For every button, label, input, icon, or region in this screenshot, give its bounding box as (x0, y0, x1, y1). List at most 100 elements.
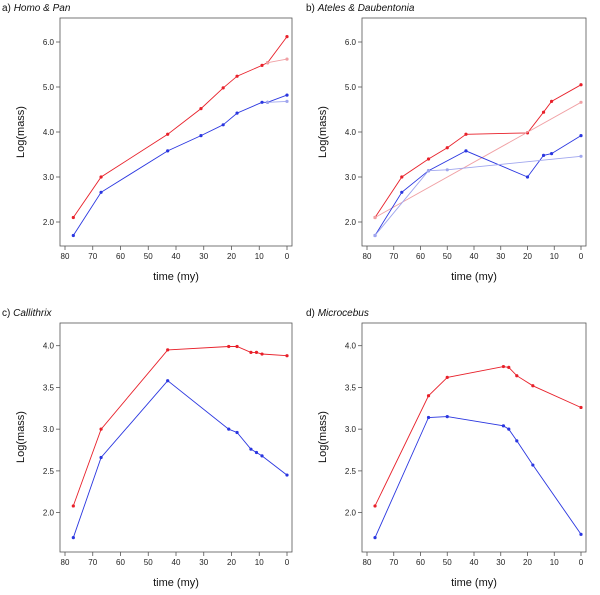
data-point (373, 504, 377, 508)
x-tick-label: 80 (363, 252, 372, 261)
y-axis-label: Log(mass) (317, 106, 329, 158)
data-point (285, 99, 289, 103)
x-tick-label: 40 (470, 558, 479, 567)
data-point (579, 134, 583, 138)
data-point (221, 86, 225, 90)
x-tick-label: 10 (255, 252, 264, 261)
series-line-lower (374, 135, 582, 236)
x-tick-label: 70 (88, 558, 97, 567)
data-point (285, 473, 289, 477)
panel-d-microcebus: d) Microcebus 80 70 60 50 40 30 20 10 0 2.0 2.5 3.0… (306, 308, 587, 589)
data-point (71, 504, 75, 508)
y-tick-label: 2.5 (43, 467, 55, 476)
x-tick-label: 20 (523, 558, 532, 567)
data-point (464, 149, 468, 153)
data-point (507, 427, 511, 431)
data-point (260, 352, 264, 356)
y-tick-label: 2.0 (43, 218, 55, 227)
x-tick-label: 60 (116, 252, 125, 261)
y-tick-label: 3.5 (43, 383, 55, 392)
x-tick-label: 60 (416, 558, 425, 567)
data-point (426, 394, 431, 398)
x-tick-label: 80 (363, 558, 372, 567)
data-point (71, 536, 75, 540)
data-point (507, 365, 511, 369)
data-point (221, 123, 225, 127)
y-tick-label: 5.0 (345, 83, 357, 92)
panel-title: d) Microcebus (306, 308, 369, 319)
data-point (227, 427, 231, 431)
data-point (285, 93, 289, 97)
y-tick-label: 4.0 (43, 128, 55, 137)
data-point (254, 350, 259, 354)
data-point (531, 463, 535, 467)
plot-frame (361, 17, 587, 247)
data-point (166, 132, 170, 136)
data-point (285, 57, 289, 61)
data-point (400, 190, 404, 194)
y-axis-label: Log(mass) (15, 411, 27, 463)
x-tick-label: 0 (285, 252, 290, 261)
data-point (99, 427, 103, 431)
x-axis-label: time (my) (153, 577, 199, 589)
data-point (445, 375, 449, 380)
data-point (166, 149, 170, 153)
y-tick-label: 3.0 (345, 173, 357, 182)
data-point (227, 344, 231, 349)
data-point (166, 348, 170, 352)
data-point (373, 536, 377, 540)
data-point (464, 132, 468, 136)
data-point (260, 100, 264, 104)
data-point (235, 74, 239, 78)
data-point (260, 63, 264, 67)
series-line-lower (72, 94, 288, 236)
data-point (531, 384, 535, 388)
x-tick-label: 30 (199, 252, 208, 261)
data-point (579, 405, 583, 410)
y-tick-label: 2.0 (43, 509, 55, 518)
x-tick-label: 10 (550, 252, 559, 261)
x-axis-label: time (my) (451, 577, 497, 589)
plot-frame (59, 17, 293, 247)
data-point (285, 35, 289, 39)
data-point (249, 447, 253, 451)
x-tick-label: 80 (61, 252, 70, 261)
x-tick-label: 30 (199, 558, 208, 567)
x-tick-label: 40 (470, 252, 479, 261)
plot-frame (59, 322, 293, 553)
data-point (265, 100, 270, 104)
x-tick-label: 0 (579, 252, 584, 261)
x-tick-label: 50 (443, 558, 452, 567)
data-point (235, 430, 239, 435)
series-line-upper-alt (267, 58, 288, 64)
data-point (99, 190, 103, 194)
panel-title: a) Homo & Pan (2, 3, 71, 14)
y-tick-label: 3.5 (345, 383, 357, 392)
data-point (260, 454, 264, 458)
plot-frame (361, 322, 587, 553)
series-line-upper (72, 346, 288, 507)
data-point (579, 100, 583, 104)
x-tick-label: 10 (550, 558, 559, 567)
data-point (426, 169, 431, 173)
data-point (426, 157, 431, 161)
data-point (525, 175, 530, 179)
y-tick-label: 2.0 (345, 509, 357, 518)
x-tick-label: 20 (523, 252, 532, 261)
data-point (549, 99, 554, 103)
data-point (265, 61, 270, 65)
x-tick-label: 20 (227, 558, 236, 567)
data-point (99, 455, 103, 460)
data-point (426, 415, 431, 420)
panel-title: c) Callithrix (2, 308, 52, 319)
data-point (445, 146, 449, 150)
data-point (541, 153, 546, 157)
data-point (579, 154, 583, 158)
series-line-lower (374, 416, 582, 538)
x-tick-label: 50 (443, 252, 452, 261)
y-tick-label: 4.0 (345, 128, 357, 137)
x-tick-label: 40 (172, 252, 181, 261)
y-tick-label: 5.0 (43, 83, 55, 92)
x-tick-label: 70 (389, 558, 398, 567)
y-tick-label: 3.0 (43, 425, 55, 434)
